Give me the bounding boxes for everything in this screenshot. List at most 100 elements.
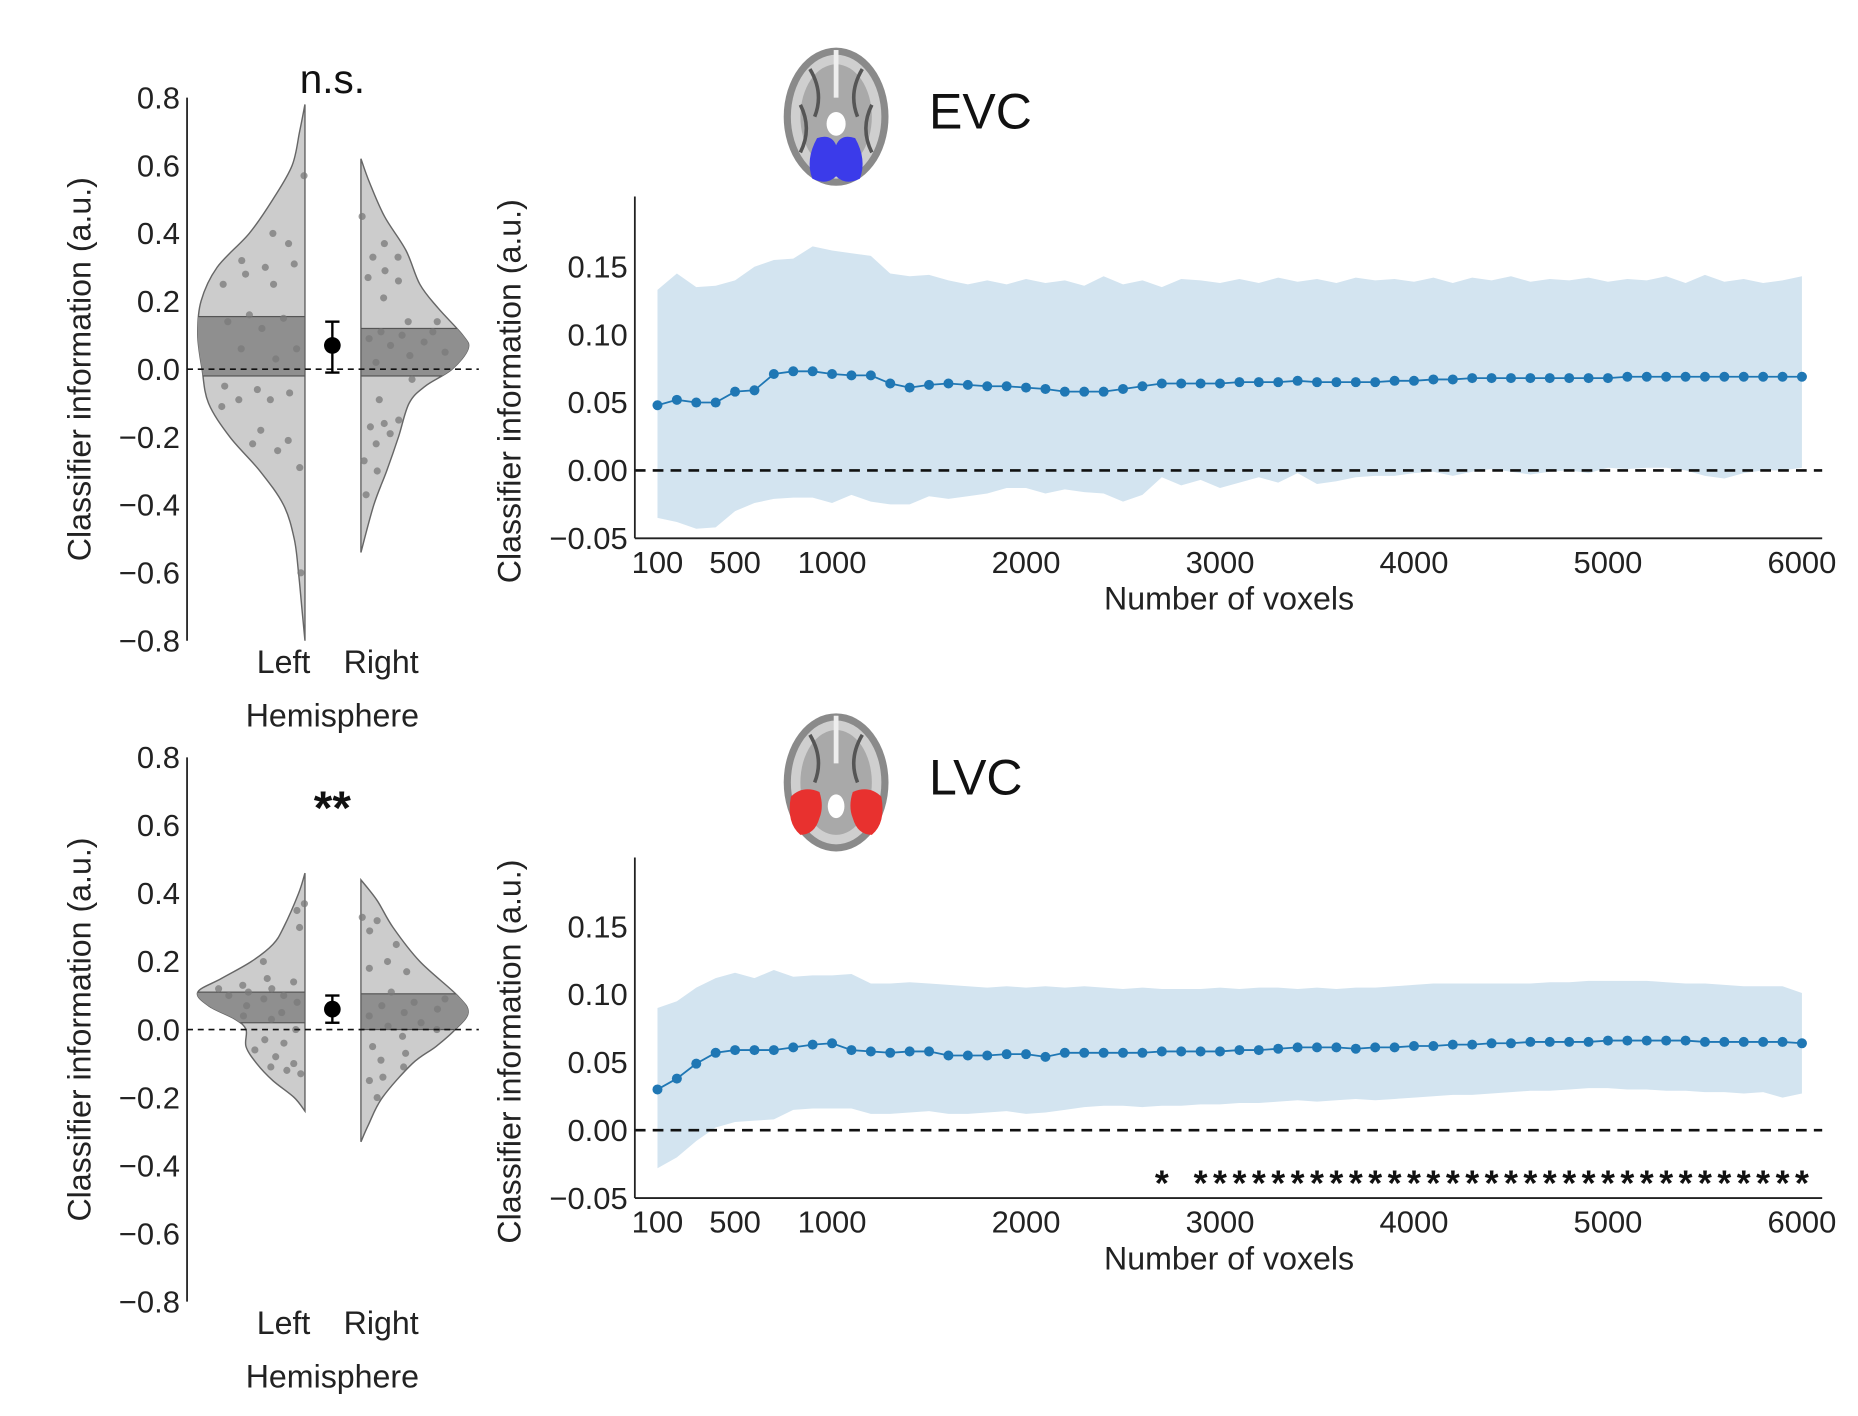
data-point (290, 1059, 298, 1068)
mean-point (1059, 386, 1070, 397)
significance-star: * (1717, 1164, 1731, 1204)
mean-point (962, 379, 973, 390)
mean-point (1661, 1035, 1672, 1046)
mean-point (1564, 1036, 1575, 1047)
significance-star: * (1698, 1164, 1712, 1204)
quartile-band-right (360, 327, 469, 377)
mean-point (1680, 1035, 1691, 1046)
mean-point (885, 1047, 896, 1058)
mean-point (1389, 1042, 1400, 1053)
significance-star: * (1368, 1164, 1382, 1204)
data-point (410, 998, 418, 1006)
data-point (392, 940, 400, 949)
y-tick-label: 0.0 (137, 352, 180, 387)
data-point (249, 440, 257, 448)
confidence-band (657, 246, 1802, 529)
data-point (267, 1063, 275, 1071)
mean-point (1176, 378, 1187, 389)
y-tick-label: −0.2 (119, 420, 180, 455)
mean-point (749, 385, 760, 396)
lvc-significance-label: ** (314, 782, 352, 835)
mean-point (1273, 377, 1284, 388)
data-point (381, 267, 389, 275)
data-point (377, 1056, 385, 1064)
significance-star: * (1795, 1164, 1809, 1204)
y-tick-label: −0.4 (119, 1148, 180, 1183)
significance-star: * (1388, 1164, 1402, 1204)
mean-point (1777, 1036, 1788, 1047)
data-point (290, 978, 298, 986)
mean-point (1370, 377, 1381, 388)
mean-point (1040, 1051, 1051, 1062)
data-point (366, 423, 374, 431)
mean-point (1176, 1046, 1187, 1057)
mean-point (730, 386, 741, 397)
mean-point (671, 394, 682, 405)
mean-point (924, 379, 935, 390)
mean-point (1447, 1039, 1458, 1050)
mean-point (1311, 377, 1322, 388)
data-point (408, 375, 416, 383)
data-point (403, 968, 411, 976)
mean-point (788, 1042, 799, 1053)
data-point (402, 1049, 410, 1057)
x-tick-label: 1000 (798, 1205, 867, 1240)
y-tick-label: 0.2 (137, 944, 180, 979)
y-tick-label: 0.10 (567, 977, 627, 1012)
y-axis-label: Classifier information (a.u.) (62, 838, 98, 1222)
y-tick-label: −0.8 (119, 1284, 180, 1319)
data-point (433, 318, 441, 326)
data-point (386, 430, 394, 438)
data-point (237, 345, 245, 353)
mean-point (846, 1045, 857, 1056)
mean-point (691, 1058, 702, 1069)
mean-point (885, 378, 896, 389)
quartile-band-right (360, 993, 469, 1031)
x-tick-label: 5000 (1574, 545, 1643, 580)
mean-point (1505, 1038, 1516, 1049)
significance-star: * (1756, 1164, 1770, 1204)
data-point (404, 318, 412, 326)
data-point (373, 467, 381, 475)
data-point (300, 172, 308, 180)
mean-point (1001, 1049, 1012, 1060)
evc-title: EVC (929, 84, 1032, 140)
y-tick-label: 0.4 (137, 876, 180, 911)
significance-star: * (1582, 1164, 1596, 1204)
data-point (238, 256, 246, 265)
significance-star: * (1737, 1164, 1751, 1204)
data-point (266, 396, 274, 404)
data-point (384, 1022, 392, 1030)
data-point (290, 260, 298, 268)
significance-star: * (1620, 1164, 1634, 1204)
mean-point (768, 1045, 779, 1056)
mean-point (1661, 371, 1672, 382)
mean-point (1699, 371, 1710, 382)
mean-point (1079, 386, 1090, 397)
mean-point (1641, 1035, 1652, 1046)
mean-point (1641, 371, 1652, 382)
evc-violin-panel: 0.8 0.6 0.4 0.2 0.0 −0.2 −0.4 −0.6 −0.8 Classifie… (62, 80, 479, 733)
y-tick-label: 0.8 (137, 80, 180, 115)
significance-star: * (1679, 1164, 1693, 1204)
data-point (360, 457, 368, 465)
data-point (373, 1094, 381, 1102)
mean-point (730, 1045, 741, 1056)
mean-point (710, 1047, 721, 1058)
x-tick-label: 6000 (1768, 545, 1837, 580)
x-tick-label: 5000 (1574, 1205, 1643, 1240)
y-tick-label: −0.05 (549, 1181, 627, 1216)
y-tick-label: 0.2 (137, 284, 180, 319)
mean-point (1777, 371, 1788, 382)
y-axis-label: Classifier information (a.u.) (492, 860, 528, 1244)
x-axis-label: Number of voxels (1104, 1241, 1354, 1277)
y-tick-label: 0.05 (567, 1045, 627, 1080)
mean-point (1331, 377, 1342, 388)
mean-point (943, 378, 954, 389)
mean-point (768, 369, 779, 380)
mean-point (1486, 1038, 1497, 1049)
data-point (365, 1076, 373, 1085)
mean-point (1602, 1035, 1613, 1046)
mean-point (1098, 1047, 1109, 1058)
